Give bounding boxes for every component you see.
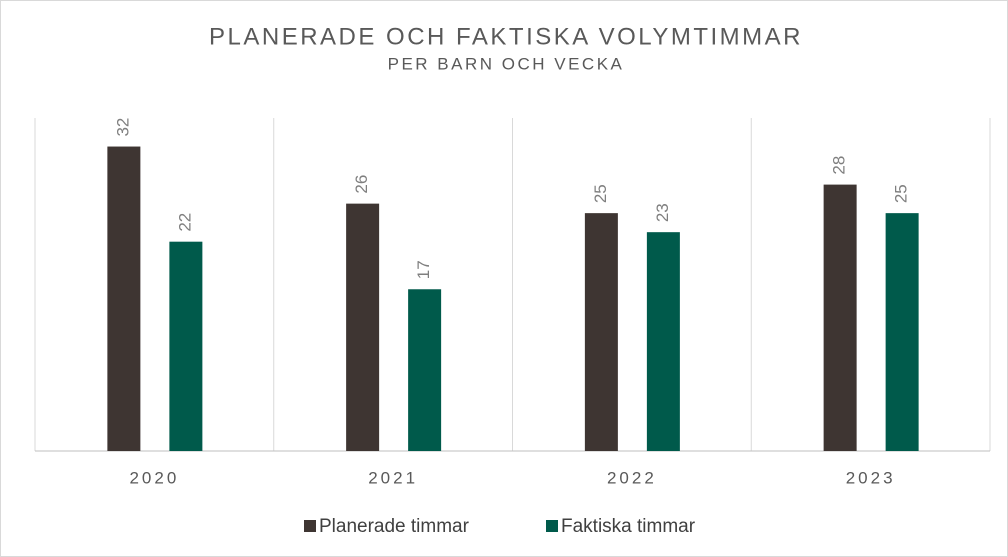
x-tick-label: 2023 bbox=[846, 468, 896, 487]
data-label: 28 bbox=[830, 156, 849, 175]
chart-title: PLANERADE OCH FAKTISKA VOLYMTIMMAR bbox=[209, 23, 803, 50]
x-tick-label: 2022 bbox=[607, 468, 657, 487]
legend-swatch bbox=[304, 520, 316, 532]
bar bbox=[107, 146, 141, 452]
data-label: 23 bbox=[653, 203, 672, 222]
bar bbox=[646, 232, 680, 451]
legend-label: Planerade timmar bbox=[319, 516, 470, 537]
legend-swatch bbox=[546, 520, 558, 532]
x-tick-label: 2021 bbox=[368, 468, 418, 487]
bar bbox=[584, 213, 618, 451]
data-label: 26 bbox=[352, 175, 371, 194]
bar bbox=[885, 213, 919, 451]
legend-label: Faktiska timmar bbox=[561, 516, 696, 537]
data-label: 32 bbox=[113, 118, 132, 137]
bar bbox=[408, 289, 442, 451]
chart-subtitle: PER BARN OCH VECKA bbox=[388, 54, 625, 73]
bar bbox=[169, 241, 203, 451]
data-label: 25 bbox=[591, 184, 610, 203]
data-label: 25 bbox=[892, 184, 911, 203]
data-label: 22 bbox=[175, 213, 194, 232]
x-tick-label: 2020 bbox=[129, 468, 179, 487]
bar bbox=[823, 184, 857, 451]
bar bbox=[346, 203, 380, 451]
data-label: 17 bbox=[414, 260, 433, 279]
